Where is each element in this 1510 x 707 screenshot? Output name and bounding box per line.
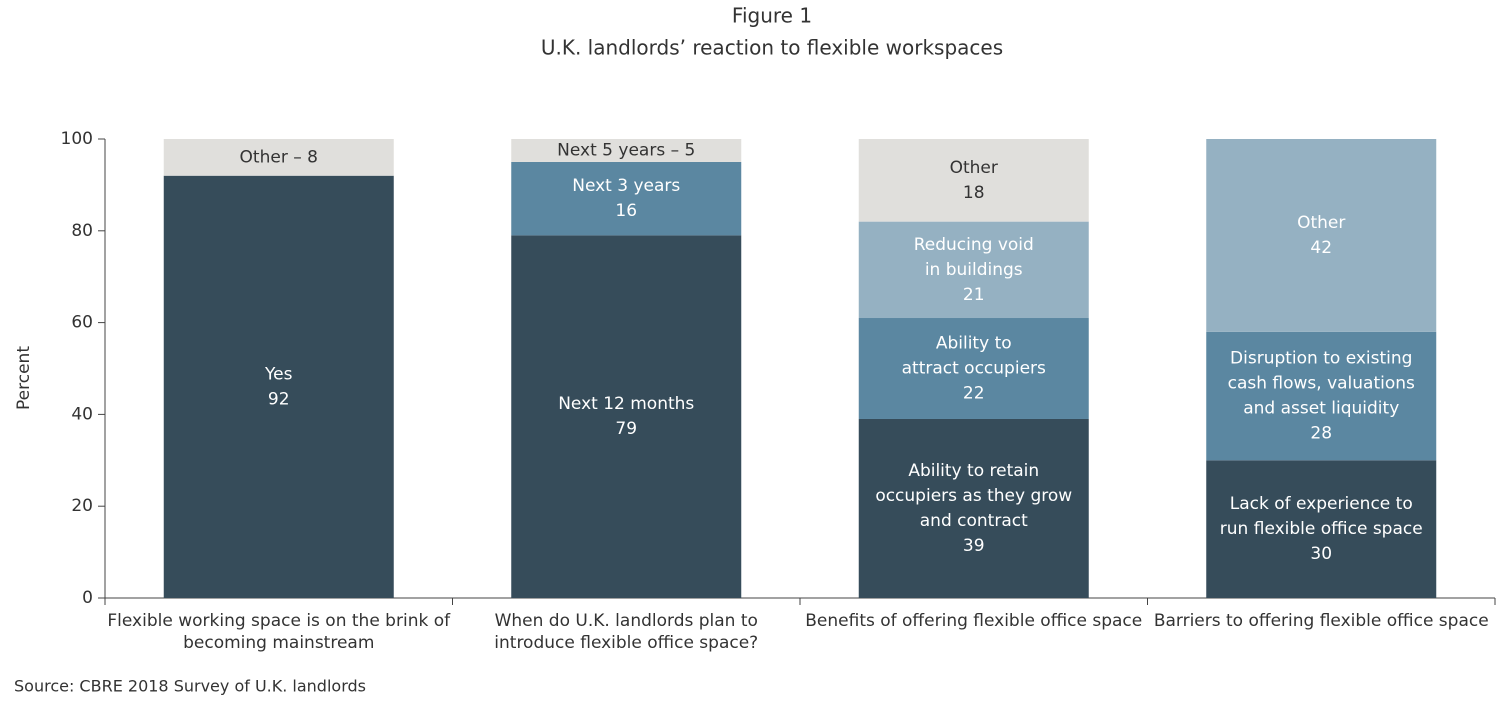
segment-label: occupiers as they grow	[875, 486, 1072, 506]
segment-label: Next 12 months	[558, 394, 694, 414]
segment-label: run flexible office space	[1220, 519, 1423, 539]
bar-segment	[858, 418, 1089, 598]
y-tick-label: 60	[71, 313, 93, 333]
bar-segment	[511, 161, 742, 236]
y-tick-label: 40	[71, 404, 93, 424]
segment-label: Ability to	[936, 334, 1012, 354]
segment-value: 22	[963, 384, 985, 404]
segment-label: Next 5 years – 5	[557, 140, 695, 160]
bar-segment	[1206, 139, 1437, 332]
bar-segment	[1206, 460, 1437, 598]
bar-segment	[858, 318, 1089, 419]
x-tick-label: Barriers to offering flexible office spa…	[1154, 611, 1489, 631]
segment-label: in buildings	[925, 260, 1023, 280]
segment-label: Other	[950, 158, 998, 178]
y-tick-label: 100	[61, 129, 93, 149]
segment-label: cash flows, valuations	[1228, 374, 1415, 394]
segment-value: 92	[268, 389, 290, 409]
segment-label: Other – 8	[240, 147, 318, 167]
bar-segment	[511, 235, 742, 598]
segment-label: and asset liquidity	[1243, 399, 1399, 419]
segment-value: 28	[1310, 424, 1332, 444]
segment-label: Yes	[264, 364, 293, 384]
segment-label: Ability to retain	[908, 461, 1039, 481]
bar-segment	[858, 221, 1089, 319]
segment-label: attract occupiers	[902, 359, 1046, 379]
x-tick-label: When do U.K. landlords plan to	[495, 611, 758, 631]
segment-value: 18	[963, 183, 985, 203]
chart-subtitle: U.K. landlords’ reaction to flexible wor…	[541, 36, 1003, 60]
bar-segment	[163, 175, 394, 598]
segment-label: Disruption to existing	[1230, 349, 1412, 369]
segment-value: 39	[963, 536, 985, 556]
segment-label: Reducing void	[914, 235, 1034, 255]
segment-value: 16	[615, 201, 637, 221]
y-tick-label: 20	[71, 496, 93, 516]
x-tick-label: becoming mainstream	[183, 633, 374, 653]
bar-segment	[1206, 331, 1437, 461]
segment-value: 79	[615, 419, 637, 439]
x-tick-label: Flexible working space is on the brink o…	[107, 611, 451, 631]
x-tick-label: Benefits of offering flexible office spa…	[805, 611, 1142, 631]
y-axis-label: Percent	[14, 346, 34, 410]
chart-title: Figure 1	[732, 4, 812, 28]
segment-value: 21	[963, 285, 985, 305]
x-tick-label: introduce flexible office space?	[494, 633, 758, 653]
segment-value: 30	[1310, 544, 1332, 564]
segment-label: Other	[1297, 213, 1345, 233]
source: Source: CBRE 2018 Survey of U.K. landlor…	[14, 677, 366, 696]
bar-segment	[511, 139, 742, 162]
bar-segment	[858, 139, 1089, 222]
segment-value: 42	[1310, 238, 1332, 258]
y-tick-label: 80	[71, 221, 93, 241]
bar-segment	[163, 139, 394, 176]
segment-label: Lack of experience to	[1230, 494, 1413, 514]
segment-label: and contract	[920, 511, 1028, 531]
y-tick-label: 0	[82, 588, 93, 608]
segment-label: Next 3 years	[572, 176, 680, 196]
